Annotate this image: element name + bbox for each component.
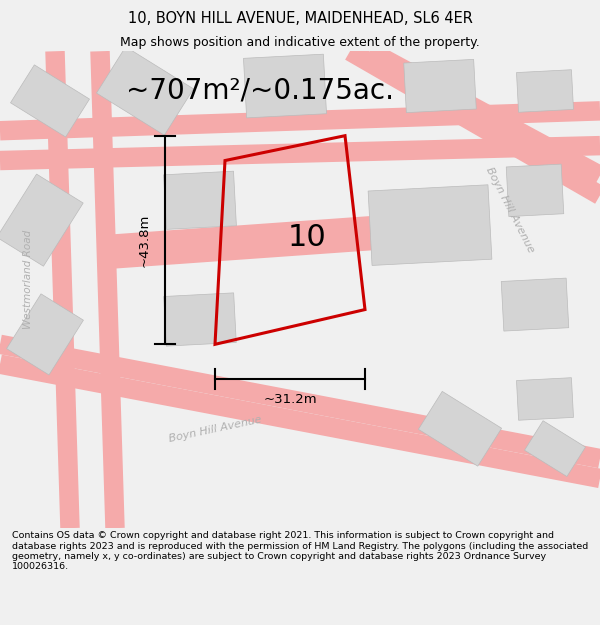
- Text: 10, BOYN HILL AVENUE, MAIDENHEAD, SL6 4ER: 10, BOYN HILL AVENUE, MAIDENHEAD, SL6 4E…: [128, 11, 472, 26]
- Text: Map shows position and indicative extent of the property.: Map shows position and indicative extent…: [120, 36, 480, 49]
- Text: ~707m²/~0.175ac.: ~707m²/~0.175ac.: [126, 76, 394, 104]
- Polygon shape: [164, 171, 236, 229]
- Text: ~43.8m: ~43.8m: [138, 213, 151, 267]
- Text: 10: 10: [288, 223, 327, 252]
- Text: Boyn Hill Avenue: Boyn Hill Avenue: [484, 166, 536, 255]
- Polygon shape: [418, 391, 502, 466]
- Polygon shape: [501, 278, 569, 331]
- Polygon shape: [164, 293, 236, 346]
- Polygon shape: [524, 421, 586, 476]
- Text: Westmorland Road: Westmorland Road: [23, 230, 33, 329]
- Text: Contains OS data © Crown copyright and database right 2021. This information is : Contains OS data © Crown copyright and d…: [12, 531, 588, 571]
- Polygon shape: [517, 70, 574, 112]
- Text: ~31.2m: ~31.2m: [263, 393, 317, 406]
- Text: Boyn Hill Avenue: Boyn Hill Avenue: [167, 414, 262, 444]
- Polygon shape: [97, 47, 193, 135]
- Polygon shape: [0, 174, 83, 266]
- Polygon shape: [11, 65, 89, 137]
- Polygon shape: [506, 164, 564, 217]
- Polygon shape: [7, 294, 83, 375]
- Polygon shape: [368, 185, 492, 266]
- Polygon shape: [517, 378, 574, 420]
- Polygon shape: [404, 59, 476, 112]
- Polygon shape: [244, 54, 326, 118]
